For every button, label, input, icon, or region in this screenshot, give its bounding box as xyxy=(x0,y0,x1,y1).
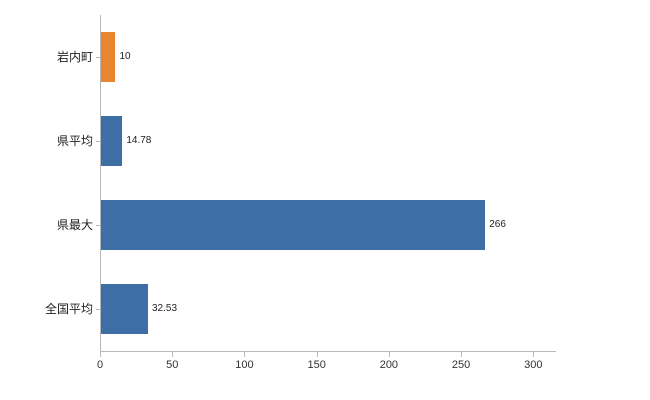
bar-3 xyxy=(101,284,148,334)
category-label-1: 県平均 xyxy=(56,134,93,148)
x-tick-label-4: 200 xyxy=(379,359,399,371)
bar-1 xyxy=(101,116,123,166)
y-tick-2 xyxy=(96,225,100,226)
y-tick-3 xyxy=(96,309,100,310)
x-tick-4 xyxy=(388,352,390,357)
y-axis-labels: 岩内町県平均県最大全国平均 xyxy=(0,0,96,400)
bar-0 xyxy=(101,32,116,82)
plot-area: 10 14.78 266 32.53 xyxy=(100,15,556,352)
x-tick-6 xyxy=(533,352,535,357)
value-label-2: 266 xyxy=(489,219,506,230)
x-tick-label-6: 300 xyxy=(524,359,543,371)
x-tick-2 xyxy=(244,352,246,357)
x-tick-label-0: 0 xyxy=(96,359,104,371)
x-tick-3 xyxy=(316,352,318,357)
x-tick-label-5: 250 xyxy=(451,359,471,371)
x-tick-label-3: 150 xyxy=(307,359,326,371)
x-tick-0 xyxy=(100,352,101,357)
value-label-0: 10 xyxy=(119,51,131,62)
category-label-3: 全国平均 xyxy=(44,302,93,316)
x-tick-1 xyxy=(172,352,174,357)
y-tick-0 xyxy=(96,57,100,58)
category-label-0: 岩内町 xyxy=(56,50,93,64)
x-tick-5 xyxy=(461,352,463,357)
bar-2 xyxy=(101,200,486,250)
x-tick-label-1: 50 xyxy=(166,359,179,371)
value-label-1: 14.78 xyxy=(126,135,152,146)
y-tick-1 xyxy=(96,141,100,142)
value-label-3: 32.53 xyxy=(151,303,178,314)
category-label-2: 県最大 xyxy=(56,218,93,232)
x-tick-label-2: 100 xyxy=(235,359,254,371)
